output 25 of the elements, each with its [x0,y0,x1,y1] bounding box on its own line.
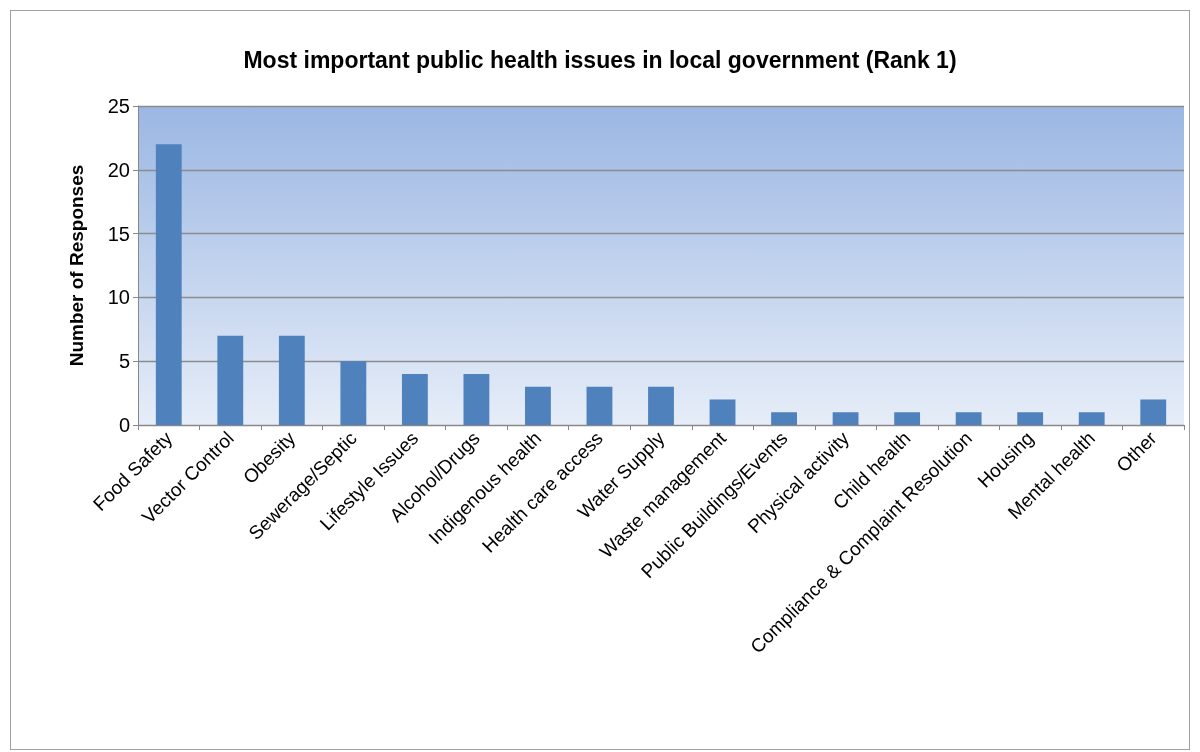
bar [1078,412,1105,425]
bar [648,386,674,425]
chart-title: Most important public health issues in local government (Rank 1) [243,46,957,73]
bar [278,335,305,425]
bar [340,361,367,425]
y-tick-label: 0 [118,414,130,436]
bar [463,373,490,425]
bar [955,412,982,425]
y-tick-label: 25 [107,95,130,117]
y-tick-label: 10 [107,286,130,309]
y-axis-title: Number of Responses [66,164,87,367]
bar [1017,412,1044,425]
bar [832,412,859,425]
bar [709,399,736,425]
bar [525,386,551,425]
bar [586,386,613,425]
y-tick-label: 15 [107,222,130,245]
bar [771,412,797,425]
bar [401,373,428,425]
bar [155,144,182,425]
y-tick-label: 20 [107,158,130,181]
bar [217,335,244,425]
bar [894,412,921,425]
y-tick-label: 5 [118,350,130,373]
bar [1140,399,1167,425]
